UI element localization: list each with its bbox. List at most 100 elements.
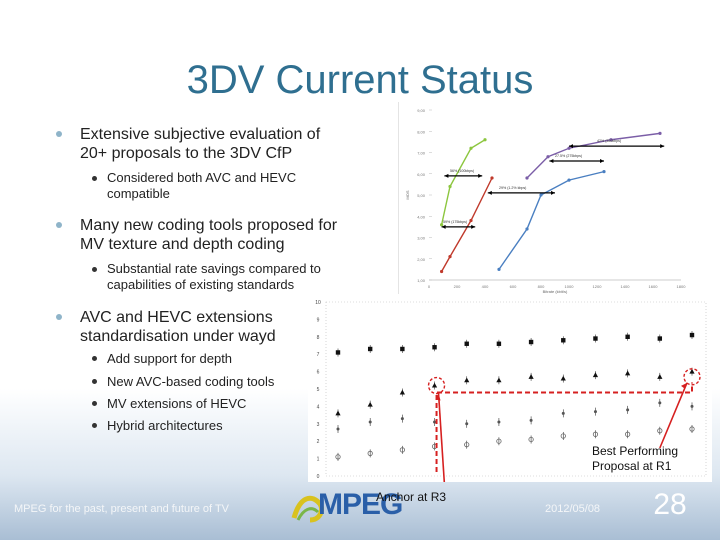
series-line-red — [440, 177, 493, 272]
bullet-item-2: Many new coding tools proposed for MV te… — [80, 217, 338, 253]
sub-bullet-item-2-1: Substantial rate savings compared to cap… — [107, 261, 321, 292]
arrow-head — [569, 144, 573, 149]
series-point-purple — [567, 146, 571, 150]
data-point-circle — [367, 450, 373, 456]
data-point-triangle — [689, 368, 695, 374]
data-point-triangle — [625, 370, 631, 376]
y-tick-label: 4 — [317, 404, 320, 410]
data-point-circle — [625, 431, 631, 437]
series-point-red — [469, 218, 473, 223]
arrow-head — [551, 190, 555, 195]
data-point-square — [689, 332, 695, 338]
data-point-square — [400, 346, 405, 352]
y-tick-label: 1 — [317, 457, 320, 463]
data-point-dot — [433, 420, 437, 424]
x-tick-label: 1400 — [621, 284, 631, 289]
y-tick-label: 3 — [317, 422, 320, 428]
mpeg-logo-text: MPEG — [318, 488, 403, 521]
sub-bullet-marker — [92, 356, 97, 361]
y-tick-label: 0 — [317, 474, 320, 480]
x-tick-label: 1800 — [677, 284, 687, 289]
x-tick-label: 1600 — [649, 284, 659, 289]
data-point-dot — [465, 422, 469, 426]
series-point-green — [448, 184, 452, 189]
sub-bullet-item-3-3: MV extensions of HEVC — [107, 396, 247, 411]
data-point-dot — [626, 408, 630, 412]
bullet-marker — [56, 131, 62, 137]
bullet-item-3: AVC and HEVC extensions standardisation … — [80, 309, 276, 345]
footer-left-text: MPEG for the past, present and future of… — [14, 503, 230, 515]
data-point-dot — [561, 411, 565, 415]
mpeg-logo-icon — [291, 495, 325, 523]
series-point-red — [440, 269, 444, 274]
y-tick-label: 8,00 — [417, 129, 426, 134]
anchor-highlight-circle — [427, 376, 446, 395]
data-point-circle — [689, 426, 695, 432]
data-point-square — [625, 334, 630, 339]
data-point-square — [657, 336, 663, 341]
bullet-marker — [56, 314, 62, 320]
data-point-square — [464, 341, 469, 346]
bullet-item-1: Extensive subjective evaluation of 20+ p… — [80, 126, 321, 162]
data-point-triangle — [335, 410, 341, 416]
rate-distortion-chart-svg: 1,00 2,00 3,00 4,00 5,00 6,00 7,00 8,00 9,00 0 200… — [405, 108, 687, 294]
series-point-purple — [546, 155, 550, 159]
arrow-head — [600, 159, 604, 163]
y-tick-label: 9,00 — [417, 108, 426, 113]
data-point-square — [593, 336, 598, 341]
y-tick-label: 7,00 — [417, 151, 426, 156]
anchor-dashed-line — [435, 382, 693, 472]
y-tick-label: 6,00 — [417, 172, 426, 177]
data-point-square — [432, 345, 437, 350]
data-point-square — [335, 350, 341, 355]
x-tick-label: 800 — [538, 284, 545, 289]
rate-distortion-chart: 1,00 2,00 3,00 4,00 5,00 6,00 7,00 8,00 9,00 0 200… — [398, 102, 689, 294]
data-point-square — [496, 341, 502, 346]
series-point-purple — [658, 131, 662, 135]
sub-bullet-item-3-4: Hybrid architectures — [107, 418, 223, 433]
arrow-head — [549, 159, 554, 163]
sub-bullet-marker — [92, 176, 97, 181]
series-point-blue — [539, 193, 543, 197]
bullet-marker — [56, 222, 62, 228]
y-tick-label: 2 — [317, 439, 320, 445]
y-tick-label: 6 — [317, 370, 320, 376]
x-tick-label: 1200 — [593, 284, 603, 289]
data-point-triangle — [464, 377, 470, 383]
rate-saving-label: 27.5% (275kbps) — [555, 154, 582, 158]
series-point-blue — [602, 170, 606, 174]
data-point-dot — [658, 401, 662, 405]
arrow-head — [660, 144, 665, 149]
data-point-triangle — [431, 382, 438, 388]
rate-saving-label: 59% (175kbps) — [443, 220, 467, 224]
data-point-triangle — [399, 389, 405, 395]
anchor-arrow — [437, 393, 446, 487]
series-point-blue — [567, 178, 571, 182]
data-point-dot — [593, 410, 597, 414]
x-tick-label: 400 — [482, 284, 489, 289]
subjective-evaluation-chart-svg: 0 1 2 3 4 5 6 7 8 9 10 — [315, 300, 707, 487]
page-number: 28 — [653, 488, 687, 521]
x-axis-title: Bitrate (kbit/s) — [543, 289, 568, 294]
data-point-circle — [464, 442, 470, 448]
y-tick-label: 9 — [317, 317, 320, 323]
y-tick-label: 4,00 — [417, 214, 426, 219]
anchor-arrow-head — [435, 393, 441, 401]
data-point-circle — [496, 438, 502, 444]
arrow-head — [441, 224, 446, 229]
x-tick-label: 200 — [454, 284, 461, 289]
data-point-dot — [690, 404, 694, 408]
callout-arrow — [659, 382, 688, 449]
series-point-red — [490, 176, 494, 180]
series-point-blue — [525, 227, 529, 231]
callout-arrow-head — [681, 382, 687, 389]
best-proposal-callout: Best Performing Proposal at R1 — [592, 444, 679, 473]
sub-bullet-item-3-2: New AVC-based coding tools — [107, 374, 275, 389]
x-tick-label: 0 — [428, 284, 431, 289]
y-tick-label: 10 — [315, 300, 321, 306]
y-tick-label: 8 — [317, 335, 320, 341]
data-point-triangle — [657, 374, 663, 379]
data-point-triangle — [592, 372, 599, 378]
y-tick-label: 2,00 — [417, 257, 426, 262]
rate-saving-label: 56% (100kbps) — [450, 169, 474, 173]
